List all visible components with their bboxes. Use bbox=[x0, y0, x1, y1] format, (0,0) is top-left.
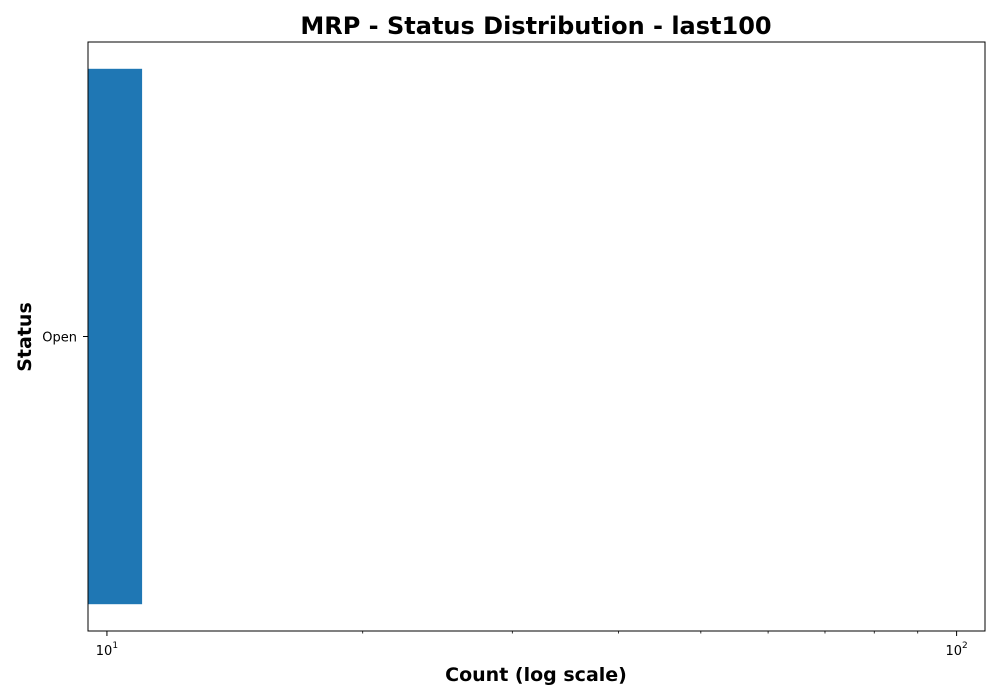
x-tick-label-base: 10 bbox=[945, 644, 962, 659]
x-axis-label: Count (log scale) bbox=[445, 664, 627, 686]
x-tick-label: 102 bbox=[945, 641, 967, 659]
y-axis-label: Status bbox=[14, 302, 36, 372]
x-tick-label-exponent: 1 bbox=[112, 641, 118, 651]
x-tick-label-base: 10 bbox=[96, 644, 113, 659]
x-tick-label: 101 bbox=[96, 641, 118, 659]
bar-open bbox=[88, 68, 143, 605]
plot-frame bbox=[87, 41, 986, 632]
y-tick-label: Open bbox=[42, 331, 77, 346]
x-tick-label-exponent: 2 bbox=[962, 641, 968, 651]
chart-title: MRP - Status Distribution - last100 bbox=[300, 12, 771, 40]
